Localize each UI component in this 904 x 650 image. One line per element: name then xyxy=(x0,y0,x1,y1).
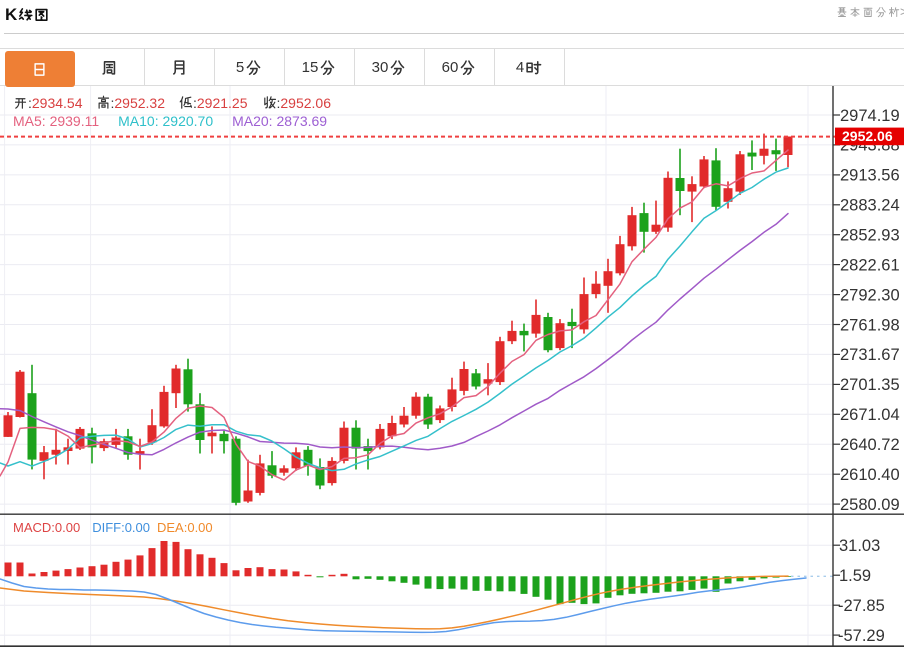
svg-text:2580.09: 2580.09 xyxy=(840,496,900,514)
svg-text:2610.40: 2610.40 xyxy=(840,466,900,484)
svg-text:2671.04: 2671.04 xyxy=(840,406,900,424)
svg-text:-27.85: -27.85 xyxy=(838,597,885,615)
svg-text:2731.67: 2731.67 xyxy=(840,346,900,364)
svg-text:2761.98: 2761.98 xyxy=(840,316,900,334)
svg-text:2952.06: 2952.06 xyxy=(842,128,893,144)
svg-text:2974.19: 2974.19 xyxy=(840,107,900,125)
svg-text:-57.29: -57.29 xyxy=(838,627,885,645)
svg-text:2701.35: 2701.35 xyxy=(840,376,900,394)
svg-text:2883.24: 2883.24 xyxy=(840,197,900,215)
svg-text:2822.61: 2822.61 xyxy=(840,256,900,274)
svg-text:2792.30: 2792.30 xyxy=(840,286,900,304)
svg-text:1.59: 1.59 xyxy=(839,567,871,585)
svg-text:2852.93: 2852.93 xyxy=(840,227,900,245)
svg-text:2640.72: 2640.72 xyxy=(840,436,900,454)
svg-text:2913.56: 2913.56 xyxy=(840,167,900,185)
svg-text:31.03: 31.03 xyxy=(839,537,880,555)
